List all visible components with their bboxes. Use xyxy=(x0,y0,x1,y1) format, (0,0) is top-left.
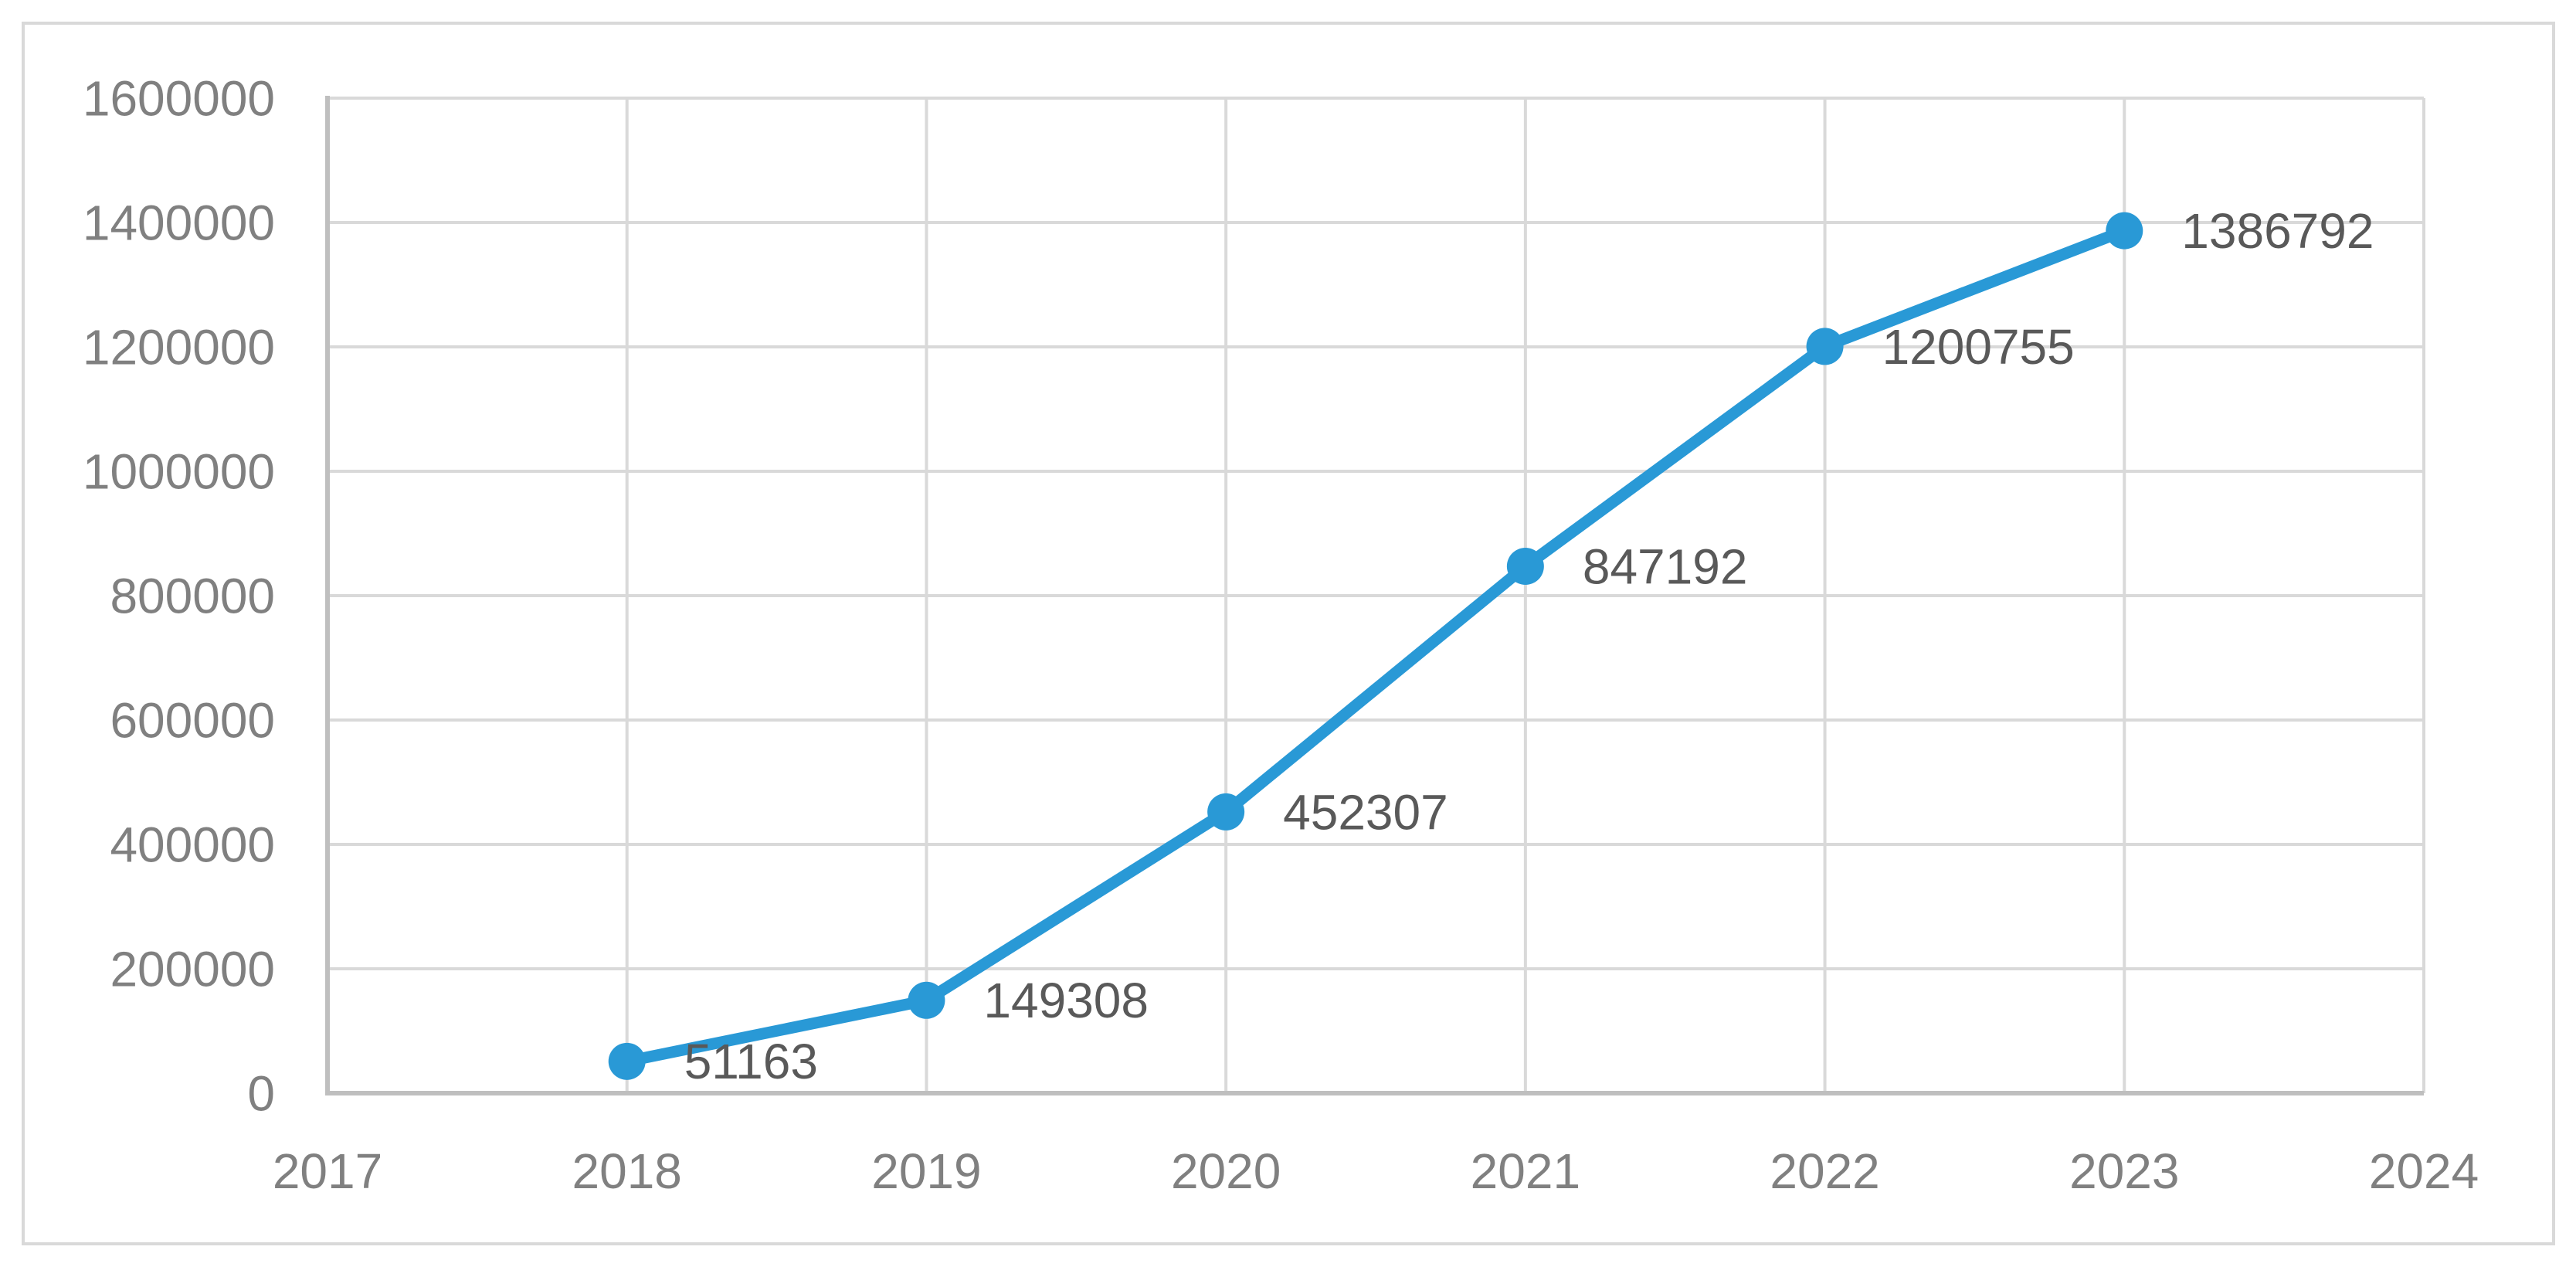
y-axis-tick-label: 400000 xyxy=(110,817,275,872)
series-markers xyxy=(608,212,2143,1080)
data-point-marker-2019[interactable] xyxy=(908,981,945,1019)
y-axis-tick-label: 0 xyxy=(247,1065,275,1121)
data-label-2023: 1386792 xyxy=(2181,203,2374,259)
y-axis-tick-labels: 0 200000 400000 600000 800000 1000000 1200000 1… xyxy=(83,70,275,1121)
data-label-2019: 149308 xyxy=(983,973,1149,1028)
data-label-2021: 847192 xyxy=(1583,538,1748,594)
y-axis-tick-label: 1600000 xyxy=(83,70,275,126)
series-data-labels: 51163 149308 452307 847192 1200755 1386792 xyxy=(684,203,2374,1089)
x-axis-tick-label: 2023 xyxy=(2069,1143,2179,1199)
x-axis-tick-label: 2017 xyxy=(273,1143,382,1199)
y-axis-tick-label: 800000 xyxy=(110,568,275,623)
data-label-2022: 1200755 xyxy=(1882,319,2075,375)
x-axis-tick-label: 2021 xyxy=(1471,1143,1580,1199)
y-axis-tick-label: 600000 xyxy=(110,692,275,748)
y-axis-tick-label: 200000 xyxy=(110,941,275,997)
data-point-marker-2021[interactable] xyxy=(1506,548,1544,586)
data-point-marker-2022[interactable] xyxy=(1806,328,1844,365)
vertical-gridlines xyxy=(625,98,2425,1093)
y-axis-tick-label: 1400000 xyxy=(83,195,275,250)
x-axis-tick-label: 2018 xyxy=(572,1143,682,1199)
x-axis-tick-label: 2019 xyxy=(871,1143,981,1199)
data-point-marker-2020[interactable] xyxy=(1207,793,1245,831)
data-point-marker-2023[interactable] xyxy=(2106,212,2143,250)
x-axis-tick-labels: 2017 2018 2019 2020 2021 2022 2023 2024 xyxy=(273,1143,2479,1199)
x-axis-tick-label: 2024 xyxy=(2369,1143,2479,1199)
x-axis-tick-label: 2022 xyxy=(1770,1143,1879,1199)
y-axis-tick-label: 1000000 xyxy=(83,443,275,499)
y-axis-tick-label: 1200000 xyxy=(83,319,275,375)
data-label-2018: 51163 xyxy=(684,1034,818,1089)
data-point-marker-2018[interactable] xyxy=(608,1042,646,1080)
data-label-2020: 452307 xyxy=(1283,784,1448,840)
horizontal-gridlines xyxy=(328,97,2424,970)
x-axis-tick-label: 2020 xyxy=(1171,1143,1281,1199)
series-line[interactable] xyxy=(621,225,2130,1068)
chart-frame-border xyxy=(22,22,2555,1245)
